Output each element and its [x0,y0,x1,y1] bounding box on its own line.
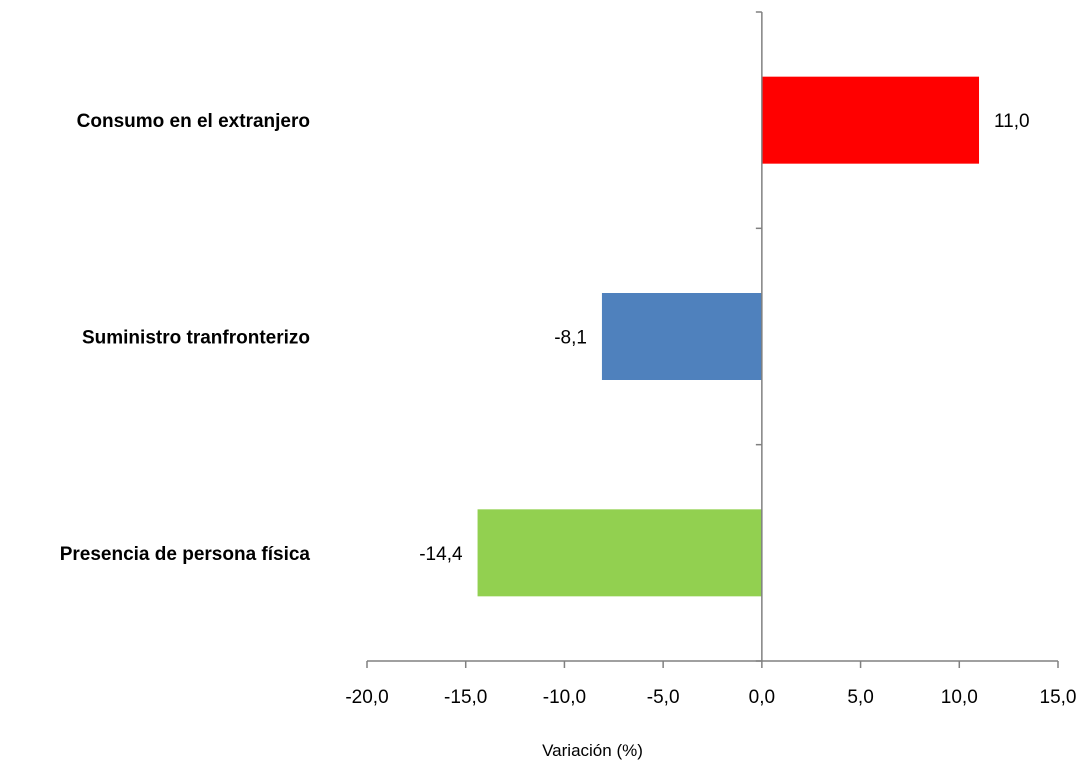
x-axis-title: Variación (%) [542,741,643,760]
category-label-1: Consumo en el extranjero [77,111,310,132]
bar-3 [477,509,762,597]
x-tick-label-4: 0,0 [749,687,775,708]
x-tick-label-3: -5,0 [647,687,680,708]
category-label-3: Presencia de persona física [60,544,311,565]
x-tick-label-2: -10,0 [543,687,586,708]
x-tick-label-1: -15,0 [444,687,487,708]
x-tick-label-0: -20,0 [345,687,388,708]
category-label-2: Suministro tranfronterizo [82,328,310,349]
data-label-1: 11,0 [994,111,1030,132]
data-label-2: -8,1 [554,328,587,349]
bars-layer [477,76,980,597]
bar-1 [761,76,980,164]
x-tick-label-5: 5,0 [847,687,873,708]
axes-layer [366,11,1059,668]
bar-2 [601,293,762,380]
x-tick-label-7: 15,0 [1040,687,1077,708]
data-label-3: -14,4 [419,544,463,565]
labels-layer: Consumo en el extranjero 11,0 Suministro t… [60,111,1077,708]
x-tick-label-6: 10,0 [941,687,978,708]
